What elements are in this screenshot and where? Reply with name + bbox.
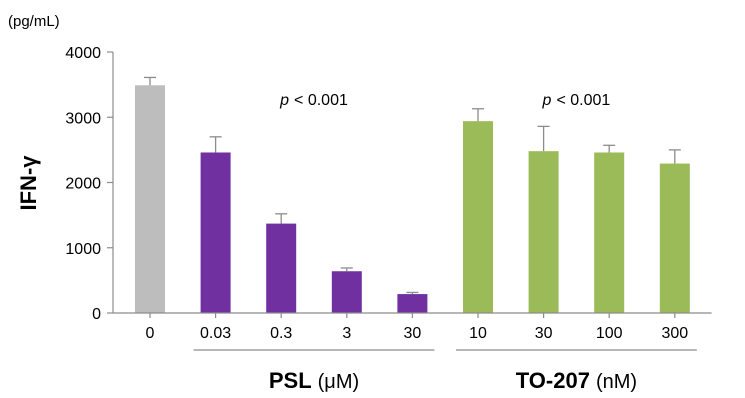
bar xyxy=(331,271,362,313)
bar xyxy=(528,151,559,313)
y-unit-label: (pg/mL) xyxy=(8,13,60,30)
x-tick-label: 30 xyxy=(404,325,422,342)
x-tick-label: 300 xyxy=(661,325,688,342)
group-label: TO-207 (nM) xyxy=(516,368,637,393)
y-axis: 0 1000 2000 3000 4000 xyxy=(65,45,114,323)
group-unit: (nM) xyxy=(596,371,637,393)
p-symbol: p xyxy=(279,92,289,109)
p-threshold: < 0.001 xyxy=(556,92,610,109)
y-tick-label: 2000 xyxy=(65,176,101,193)
group-unit: (μM) xyxy=(318,371,360,393)
y-tick-label: 0 xyxy=(92,306,101,323)
p-symbol: p xyxy=(542,92,552,109)
x-tick-label: 0.3 xyxy=(270,325,292,342)
x-tick-label: 3 xyxy=(342,325,351,342)
group-name: TO-207 xyxy=(516,368,590,393)
y-tick-label: 3000 xyxy=(65,110,101,127)
x-tick-label: 0 xyxy=(146,325,155,342)
p-value-label: p < 0.001 xyxy=(542,92,611,109)
bar xyxy=(135,85,165,313)
x-tick-label: 30 xyxy=(535,325,553,342)
bar xyxy=(266,223,297,313)
y-tick-label: 4000 xyxy=(65,45,101,62)
bar xyxy=(397,294,428,313)
y-axis-label: IFN-γ xyxy=(16,155,41,211)
x-axis: 0 0.03 0.3 3 30 10 30 100 300 xyxy=(113,312,712,342)
p-value-label: p < 0.001 xyxy=(279,92,348,109)
bar xyxy=(594,152,625,313)
bars xyxy=(135,76,690,313)
bar xyxy=(463,121,493,313)
x-tick-label: 0.03 xyxy=(200,325,231,342)
x-tick-label: 10 xyxy=(469,325,487,342)
group-label: PSL (μM) xyxy=(269,368,359,393)
bar xyxy=(200,152,231,313)
bar xyxy=(659,163,690,313)
group-name: PSL xyxy=(269,368,312,393)
p-threshold: < 0.001 xyxy=(294,92,348,109)
y-tick-label: 1000 xyxy=(65,241,101,258)
x-tick-label: 100 xyxy=(596,325,623,342)
